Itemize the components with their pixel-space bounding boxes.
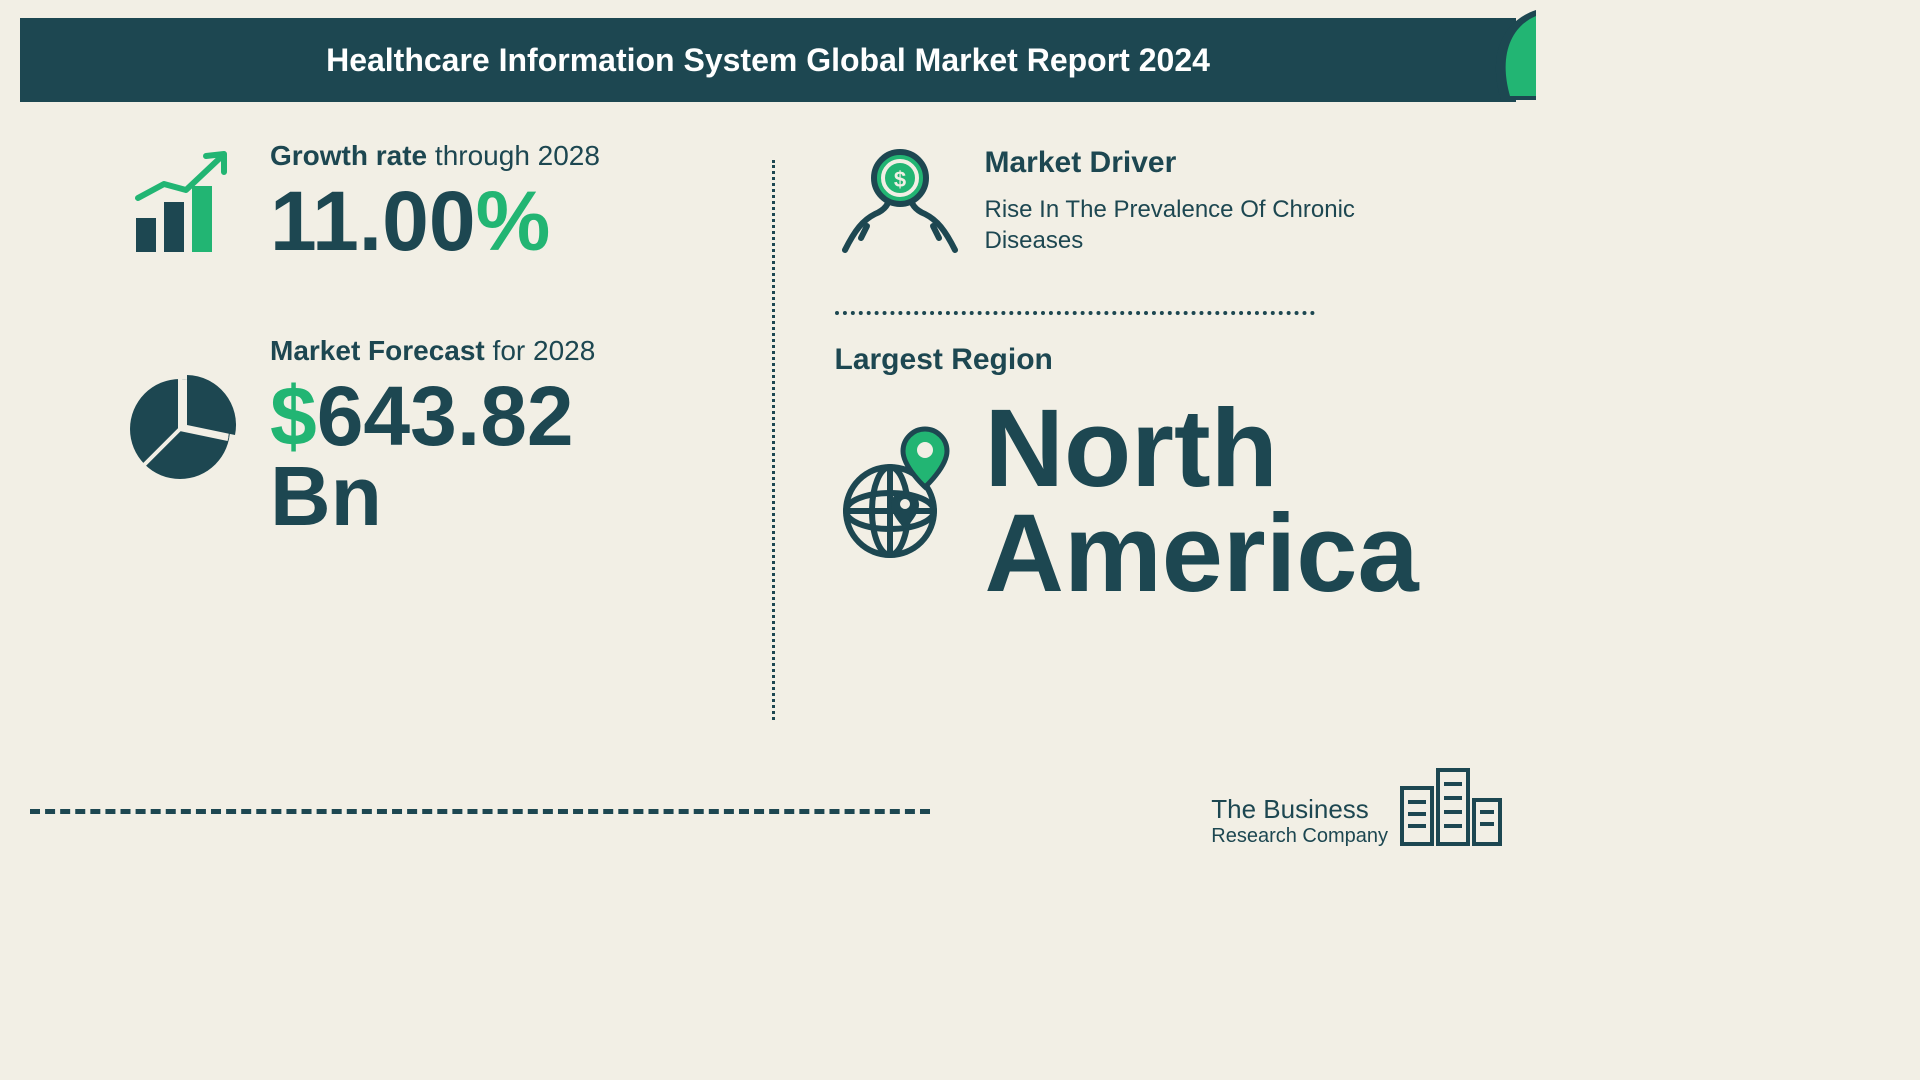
content-grid: Growth rate through 2028 11.00% — [120, 140, 1456, 794]
forecast-label-bold: Market Forecast — [270, 335, 485, 366]
forecast-block: Market Forecast for 2028 $643.82 Bn — [120, 335, 742, 537]
forecast-label: Market Forecast for 2028 — [270, 335, 742, 367]
horizontal-separator — [835, 311, 1315, 315]
region-value-l2: America — [985, 492, 1419, 615]
company-logo: The Business Research Company — [1211, 758, 1506, 848]
region-value: North America — [985, 397, 1457, 606]
region-block: North America — [835, 397, 1457, 606]
growth-value-pct: % — [476, 174, 551, 268]
growth-block: Growth rate through 2028 11.00% — [120, 140, 742, 275]
pie-chart-icon — [120, 335, 270, 494]
logo-buildings-icon — [1396, 758, 1506, 848]
header-bar: Healthcare Information System Global Mar… — [20, 18, 1516, 102]
growth-value-num: 11.00 — [270, 174, 476, 268]
header-title: Healthcare Information System Global Mar… — [326, 42, 1210, 79]
bottom-dash-separator — [30, 809, 930, 814]
region-title: Largest Region — [835, 343, 1457, 377]
growth-icon — [120, 140, 270, 275]
logo-line1: The Business — [1211, 794, 1388, 825]
forecast-value-unit: Bn — [270, 449, 382, 543]
growth-label-rest: through 2028 — [427, 140, 600, 171]
logo-line2: Research Company — [1211, 825, 1388, 848]
forecast-label-rest: for 2028 — [485, 335, 596, 366]
hands-coin-icon: $ — [835, 140, 985, 275]
driver-description: Rise In The Prevalence Of Chronic Diseas… — [985, 194, 1457, 256]
right-column: $ Market Driver Rise In The Prevalence O… — [775, 140, 1457, 794]
growth-label: Growth rate through 2028 — [270, 140, 742, 172]
left-column: Growth rate through 2028 11.00% — [120, 140, 772, 794]
growth-value: 11.00% — [270, 182, 742, 262]
forecast-value: $643.82 Bn — [270, 377, 742, 537]
driver-block: $ Market Driver Rise In The Prevalence O… — [835, 140, 1457, 275]
globe-pins-icon — [835, 397, 985, 576]
corner-leaf-decor — [1476, 10, 1536, 100]
growth-label-bold: Growth rate — [270, 140, 427, 171]
svg-text:$: $ — [893, 167, 905, 192]
driver-title: Market Driver — [985, 146, 1457, 180]
